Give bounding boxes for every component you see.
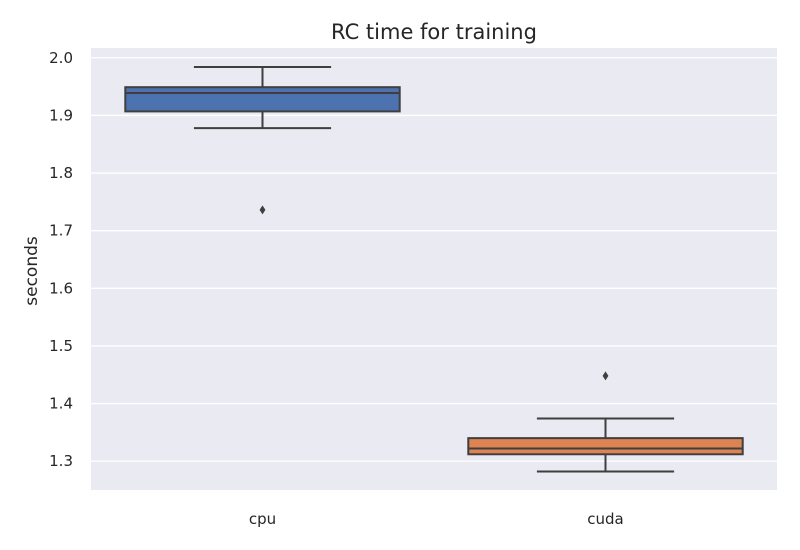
y-tick-label: 1.7 — [49, 222, 73, 240]
chart-title: RC time for training — [331, 20, 537, 44]
y-axis-ticks: 1.3 1.4 1.5 1.6 1.7 1.8 1.9 2.0 — [49, 49, 73, 470]
y-tick-label: 1.4 — [49, 395, 73, 413]
x-tick-label-cpu: cpu — [249, 510, 276, 528]
y-tick-label: 1.3 — [49, 452, 73, 470]
box-cpu — [124, 66, 401, 215]
x-axis-ticks: cpu cuda — [249, 510, 624, 528]
outlier-point — [259, 205, 266, 215]
y-tick-label: 1.8 — [49, 164, 73, 182]
plot-area — [91, 48, 777, 490]
box-iqr — [467, 437, 744, 456]
box-iqr — [124, 86, 401, 113]
y-tick-label: 1.6 — [49, 279, 73, 297]
y-tick-label: 2.0 — [49, 49, 73, 67]
y-tick-label: 1.5 — [49, 337, 73, 355]
y-axis-label: seconds — [22, 236, 42, 306]
x-tick-label-cuda: cuda — [587, 510, 623, 528]
box-series — [124, 66, 744, 473]
grid-lines — [91, 57, 777, 462]
box-cuda — [467, 371, 744, 473]
outlier-point — [602, 371, 609, 381]
y-tick-label: 1.9 — [49, 106, 73, 124]
